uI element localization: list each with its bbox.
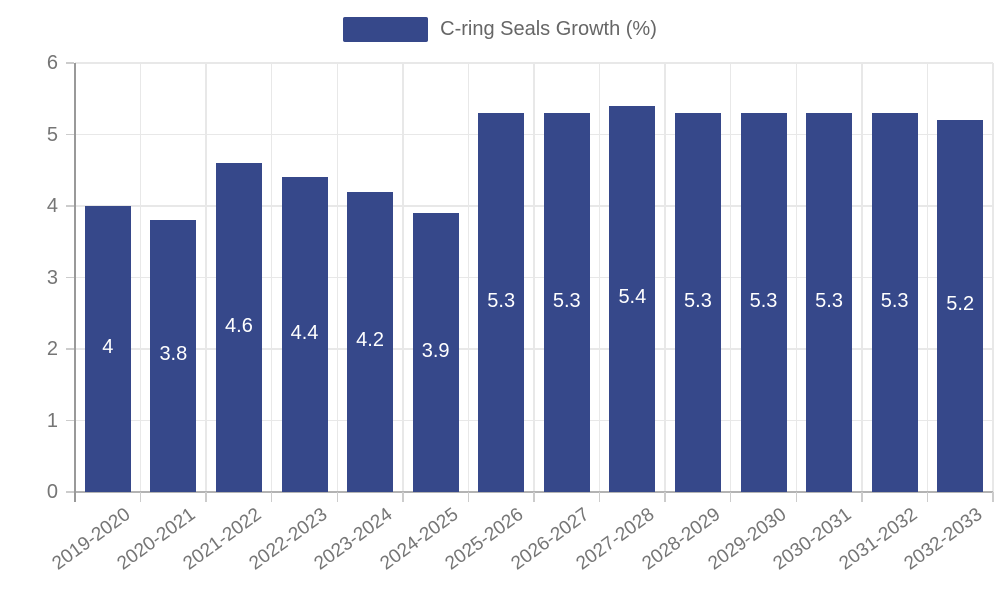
y-axis-tick-label: 4 bbox=[46, 195, 58, 217]
y-axis-tick-label: 2 bbox=[46, 338, 58, 360]
gridline-vertical bbox=[467, 63, 470, 492]
bar-value-label: 5.2 bbox=[946, 293, 975, 316]
y-axis-tick bbox=[66, 205, 74, 207]
y-axis-tick-label: 6 bbox=[46, 52, 58, 74]
bar: 5.3 bbox=[740, 113, 787, 492]
legend[interactable]: C-ring Seals Growth (%) bbox=[0, 17, 1000, 42]
gridline-vertical bbox=[598, 63, 601, 492]
gridline-vertical bbox=[664, 63, 666, 492]
y-axis-tick bbox=[66, 133, 74, 136]
gridline-vertical bbox=[729, 63, 732, 492]
gridline-vertical bbox=[402, 63, 404, 492]
bar-value-label: 5.3 bbox=[487, 289, 516, 312]
bar-value-label: 5.3 bbox=[684, 289, 712, 312]
bar-value-label: 5.3 bbox=[749, 289, 778, 312]
y-axis-tick bbox=[66, 276, 74, 279]
gridline-vertical bbox=[795, 63, 798, 492]
x-axis-tick bbox=[729, 492, 732, 502]
y-axis-tick-label: 5 bbox=[46, 123, 58, 146]
gridline-vertical bbox=[533, 63, 535, 492]
y-axis-tick-label: 3 bbox=[46, 266, 58, 289]
bar: 5.3 bbox=[543, 113, 590, 492]
bar: 4 bbox=[84, 206, 131, 492]
gridline-vertical bbox=[139, 63, 142, 492]
bar: 5.3 bbox=[478, 113, 525, 492]
bar-value-label: 5.3 bbox=[880, 289, 909, 312]
gridline-vertical bbox=[205, 63, 207, 492]
x-axis-tick bbox=[795, 492, 798, 502]
bar-value-label: 3.9 bbox=[421, 339, 450, 362]
bar: 5.2 bbox=[937, 120, 984, 492]
bar: 3.8 bbox=[150, 220, 197, 492]
bar: 5.4 bbox=[609, 105, 656, 492]
bar: 4.2 bbox=[347, 191, 394, 492]
bar: 4.4 bbox=[281, 177, 328, 492]
x-axis-tick bbox=[861, 492, 863, 502]
x-axis-tick bbox=[926, 492, 929, 502]
bar-value-label: 4 bbox=[102, 336, 114, 358]
x-axis-tick bbox=[139, 492, 142, 502]
bar-value-label: 4.6 bbox=[225, 314, 253, 337]
x-axis-tick bbox=[992, 492, 994, 502]
plot-area: 0 1 2 3 4 5 6 4 3.8 4.6 4.4 4.2 3.9 5.3 5.3 5.4 5.3 5.3 5.… bbox=[47, 52, 994, 574]
bar-value-label: 4.2 bbox=[356, 328, 384, 351]
y-axis-tick bbox=[66, 491, 74, 493]
gridline-vertical bbox=[992, 63, 994, 492]
x-axis-tick bbox=[270, 492, 273, 502]
bar-value-label: 4.4 bbox=[290, 321, 319, 344]
gridline-vertical bbox=[861, 63, 863, 492]
bar-value-label: 5.3 bbox=[552, 289, 581, 312]
y-axis-tick-label: 1 bbox=[46, 409, 58, 432]
bar-value-label: 5.4 bbox=[618, 285, 647, 308]
gridline-vertical bbox=[270, 63, 273, 492]
bar-value-label: 5.3 bbox=[815, 289, 843, 312]
y-axis-line bbox=[74, 63, 76, 502]
bar-value-label: 3.8 bbox=[159, 343, 188, 366]
x-axis-tick bbox=[336, 492, 339, 502]
gridline-vertical bbox=[926, 63, 929, 492]
x-axis-tick bbox=[533, 492, 535, 502]
x-axis-tick bbox=[664, 492, 666, 502]
y-axis-tick bbox=[66, 348, 74, 350]
bar: 3.9 bbox=[412, 213, 459, 492]
gridline-vertical bbox=[336, 63, 339, 492]
x-axis-tick bbox=[467, 492, 470, 502]
bar: 5.3 bbox=[674, 113, 721, 492]
bar: 5.3 bbox=[806, 113, 853, 492]
legend-label: C-ring Seals Growth (%) bbox=[440, 18, 657, 40]
legend-swatch bbox=[343, 17, 429, 42]
y-axis-tick bbox=[66, 62, 74, 64]
x-axis-tick-label: 2019-2020 bbox=[48, 504, 135, 575]
x-axis-tick bbox=[205, 492, 207, 502]
bar: 5.3 bbox=[871, 113, 918, 492]
y-axis-tick-label: 0 bbox=[46, 481, 58, 503]
bar: 4.6 bbox=[215, 163, 262, 492]
x-axis-tick bbox=[402, 492, 404, 502]
x-axis-tick bbox=[598, 492, 601, 502]
y-axis-tick bbox=[66, 419, 74, 422]
